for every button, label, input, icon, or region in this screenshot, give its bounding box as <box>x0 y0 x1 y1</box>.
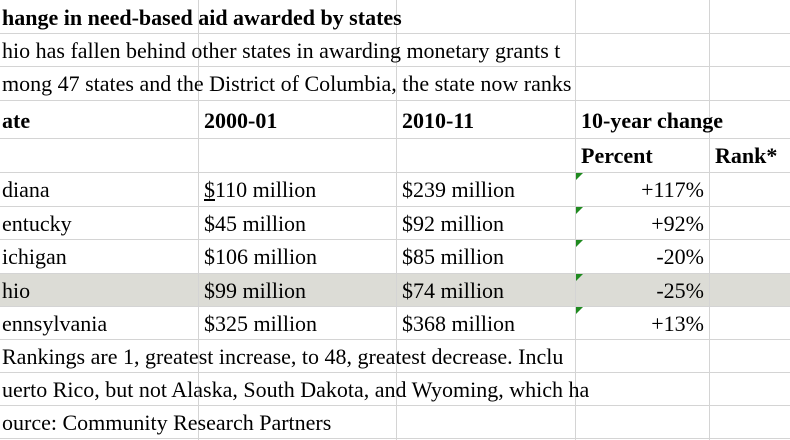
source-line[interactable]: ource: Community Research Partners <box>2 410 332 435</box>
percent-cell[interactable]: +92% <box>651 211 704 236</box>
amount-text: 110 million <box>215 177 317 202</box>
comment-marker-icon <box>576 173 583 180</box>
column-border <box>575 0 576 440</box>
amount-text: $106 million <box>204 244 318 269</box>
amount-text: $325 million <box>204 311 318 336</box>
amount-text: $99 million <box>204 278 307 303</box>
amount-2010-cell[interactable]: $92 million <box>402 211 505 236</box>
state-cell[interactable]: ichigan <box>2 244 67 269</box>
row-border <box>0 239 790 240</box>
percent-cell[interactable]: +13% <box>651 311 704 336</box>
row-border <box>0 206 790 207</box>
header-rank[interactable]: Rank* <box>715 143 778 168</box>
row-border <box>0 438 790 439</box>
amount-2000-cell[interactable]: $99 million <box>204 274 306 307</box>
state-cell[interactable]: ennsylvania <box>2 311 108 336</box>
row-border <box>0 33 790 34</box>
row-border <box>0 138 790 139</box>
column-border <box>198 0 199 440</box>
comment-marker-icon <box>576 307 583 314</box>
footnote-line-2[interactable]: uerto Rico, but not Alaska, South Dakota… <box>2 377 590 402</box>
header-state[interactable]: ate <box>2 108 31 133</box>
comment-marker-icon <box>576 207 583 214</box>
amount-2000-cell[interactable]: $106 million <box>204 240 317 273</box>
row-border <box>0 273 790 274</box>
amount-text: $45 million <box>204 211 307 236</box>
row-border <box>0 100 790 101</box>
amount-2000-cell[interactable]: $45 million <box>204 207 306 240</box>
column-border <box>396 0 397 440</box>
header-2000-01[interactable]: 2000-01 <box>204 108 278 133</box>
amount-2000-cell[interactable]: $110 million <box>204 173 316 206</box>
dollar-sign: $ <box>204 177 215 202</box>
footnote-line-1[interactable]: Rankings are 1, greatest increase, to 48… <box>2 344 564 369</box>
amount-2010-cell[interactable]: $85 million <box>402 244 505 269</box>
amount-2000-cell[interactable]: $325 million <box>204 307 317 340</box>
state-cell[interactable]: entucky <box>2 211 72 236</box>
row-border <box>0 372 790 373</box>
row-border <box>0 339 790 340</box>
state-cell[interactable]: diana <box>2 177 50 202</box>
state-cell[interactable]: hio <box>2 278 31 303</box>
header-percent[interactable]: Percent <box>581 143 653 168</box>
percent-cell[interactable]: -20% <box>656 244 704 269</box>
amount-2010-cell[interactable]: $74 million <box>402 278 505 303</box>
subtitle-line-2[interactable]: mong 47 states and the District of Colum… <box>2 71 572 96</box>
header-2010-11[interactable]: 2010-11 <box>402 108 475 133</box>
row-border <box>0 172 790 173</box>
highlighted-row-ohio <box>0 273 790 306</box>
amount-2010-cell[interactable]: $368 million <box>402 311 516 336</box>
amount-2010-cell[interactable]: $239 million <box>402 177 516 202</box>
header-10-year-change[interactable]: 10-year change <box>581 108 723 133</box>
row-border <box>0 306 790 307</box>
row-border <box>0 405 790 406</box>
row-border <box>0 66 790 67</box>
subtitle-line-1[interactable]: hio has fallen behind other states in aw… <box>2 38 561 63</box>
comment-marker-icon <box>576 240 583 247</box>
percent-cell[interactable]: -25% <box>656 278 704 303</box>
percent-cell[interactable]: +117% <box>641 177 704 202</box>
sheet-title[interactable]: hange in need-based aid awarded by state… <box>2 5 402 30</box>
column-border <box>709 0 710 440</box>
comment-marker-icon <box>576 274 583 281</box>
